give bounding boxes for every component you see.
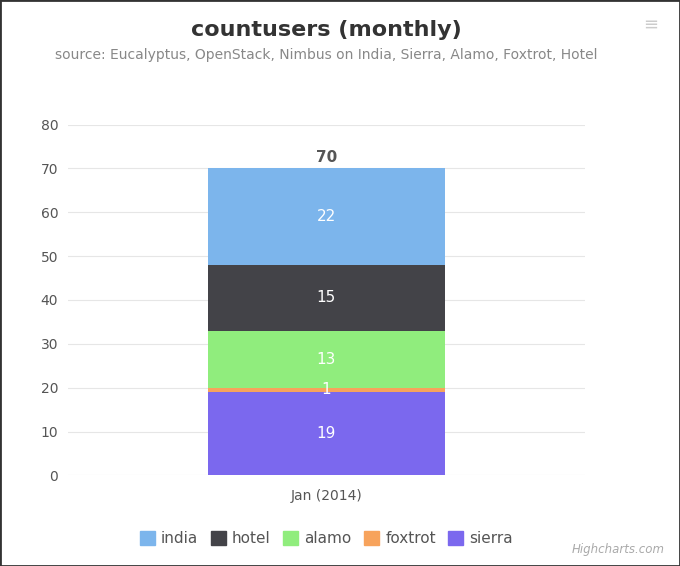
Text: 19: 19 (317, 426, 336, 441)
Text: 1: 1 (322, 383, 331, 397)
Bar (208, 331, 445, 388)
Bar (208, 392, 445, 475)
Bar (208, 169, 445, 265)
Text: 13: 13 (317, 351, 336, 367)
Text: countusers (monthly): countusers (monthly) (191, 20, 462, 40)
Text: source: Eucalyptus, OpenStack, Nimbus on India, Sierra, Alamo, Foxtrot, Hotel: source: Eucalyptus, OpenStack, Nimbus on… (55, 48, 598, 62)
Text: 22: 22 (317, 209, 336, 224)
Text: 15: 15 (317, 290, 336, 305)
Text: Highcharts.com: Highcharts.com (572, 543, 665, 556)
Text: ≡: ≡ (643, 16, 658, 34)
Text: 70: 70 (316, 150, 337, 165)
Bar (208, 265, 445, 331)
Bar (208, 388, 445, 392)
Legend: india, hotel, alamo, foxtrot, sierra: india, hotel, alamo, foxtrot, sierra (134, 525, 519, 552)
